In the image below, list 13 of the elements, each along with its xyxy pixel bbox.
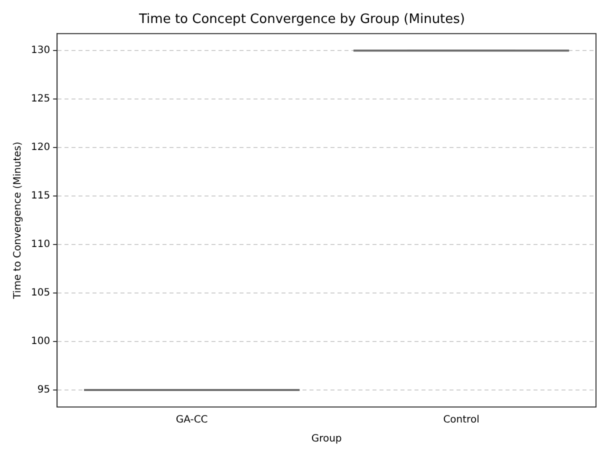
- y-tick-label: 100: [30, 336, 50, 348]
- y-tick-label: 125: [30, 94, 50, 105]
- y-tick-label: 95: [37, 384, 50, 396]
- y-tick-label: 110: [30, 239, 50, 250]
- x-tick-label: GA-CC: [176, 414, 208, 426]
- y-tick-label: 120: [30, 142, 50, 154]
- x-tick-label: Control: [443, 414, 480, 426]
- y-tick-label: 105: [30, 288, 50, 299]
- chart-title: Time to Concept Convergence by Group (Minutes): [138, 12, 465, 28]
- y-tick-label: 130: [30, 45, 50, 56]
- y-axis-title: Time to Convergence (Minutes): [12, 142, 24, 300]
- y-tick-label: 115: [30, 190, 50, 202]
- x-axis-title: Group: [311, 434, 342, 445]
